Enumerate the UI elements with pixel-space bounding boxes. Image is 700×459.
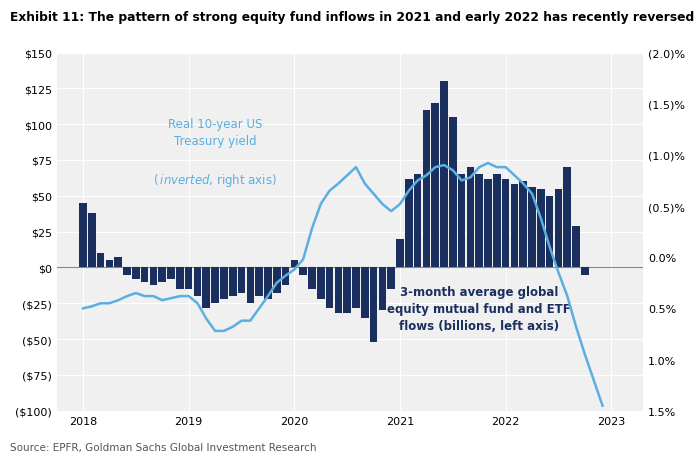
Bar [308,268,316,289]
Bar [264,268,272,299]
Bar [554,189,562,268]
Bar [379,268,386,311]
Bar [238,268,245,294]
Text: Source: EPFR, Goldman Sachs Global Investment Research: Source: EPFR, Goldman Sachs Global Inves… [10,442,317,452]
Bar [546,196,554,268]
Bar [202,268,210,308]
Bar [114,258,122,268]
Bar [414,175,421,268]
Bar [431,103,439,268]
Bar [502,179,510,268]
Bar [475,175,483,268]
Bar [440,82,448,268]
Bar [97,253,104,268]
Bar [300,268,307,275]
Text: Real 10-year US
Treasury yield: Real 10-year US Treasury yield [168,118,262,148]
Bar [88,213,96,268]
Bar [573,226,580,268]
Bar [511,185,518,268]
Bar [344,268,351,313]
Bar [396,239,404,268]
Bar [141,268,148,282]
Bar [211,268,219,303]
Bar [176,268,183,289]
Bar [132,268,140,279]
Bar [273,268,281,294]
Bar [449,118,456,268]
Text: Exhibit 11: The pattern of strong equity fund inflows in 2021 and early 2022 has: Exhibit 11: The pattern of strong equity… [10,11,694,24]
Bar [484,179,492,268]
Bar [158,268,166,282]
Bar [405,179,412,268]
Bar [106,261,113,268]
Bar [493,175,500,268]
Bar [564,168,571,268]
Bar [220,268,228,299]
Bar [290,261,298,268]
Bar [246,268,254,303]
Bar [229,268,237,297]
Bar [317,268,325,299]
Text: ( ​$\it{inverted}$, right axis): ( ​$\it{inverted}$, right axis) [153,171,277,188]
Bar [519,182,527,268]
Text: 3-month average global
equity mutual fund and ETF
flows (billions, left axis): 3-month average global equity mutual fun… [387,286,570,333]
Bar [326,268,333,308]
Bar [528,188,536,268]
Bar [150,268,158,285]
Bar [361,268,369,318]
Bar [467,168,474,268]
Bar [352,268,360,308]
Bar [123,268,131,275]
Bar [335,268,342,313]
Bar [194,268,202,297]
Bar [281,268,289,285]
Bar [387,268,395,289]
Bar [167,268,175,279]
Bar [581,268,589,275]
Bar [423,111,430,268]
Bar [370,268,377,342]
Bar [79,203,87,268]
Bar [458,175,466,268]
Bar [256,268,263,297]
Bar [185,268,193,289]
Bar [537,189,545,268]
